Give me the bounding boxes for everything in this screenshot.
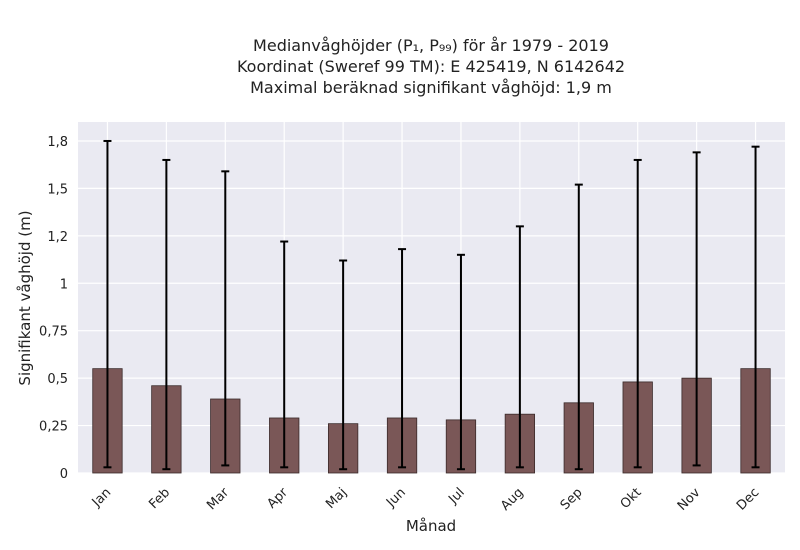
chart-title: Medianvåghöjder (P₁, P₉₉) för år 1979 - … bbox=[237, 36, 625, 97]
x-tick-label: Okt bbox=[618, 485, 645, 512]
title-line: Medianvåghöjder (P₁, P₉₉) för år 1979 - … bbox=[253, 36, 609, 55]
x-tick-label: Jan bbox=[89, 485, 114, 510]
x-tick-label: Apr bbox=[265, 485, 292, 512]
x-tick-label: Sep bbox=[558, 485, 586, 513]
y-tick-label: 1,2 bbox=[47, 230, 68, 245]
x-axis-label: Månad bbox=[406, 517, 456, 535]
y-tick-label: 0,5 bbox=[47, 372, 68, 387]
y-tick-label: 0,75 bbox=[39, 325, 68, 340]
x-tick-label: Maj bbox=[323, 485, 350, 512]
y-tick-label: 0,25 bbox=[39, 420, 68, 435]
y-tick-label: 1,8 bbox=[47, 135, 68, 150]
title-line: Koordinat (Sweref 99 TM): E 425419, N 61… bbox=[237, 57, 625, 76]
x-tick-label: Feb bbox=[146, 485, 173, 512]
error-bars bbox=[103, 139, 760, 471]
x-tick-label: Jul bbox=[445, 485, 467, 507]
y-tick-label: 1 bbox=[60, 277, 68, 292]
x-tick-label: Nov bbox=[675, 485, 704, 514]
x-tick-label: Jun bbox=[383, 485, 409, 511]
y-tick-label: 0 bbox=[60, 467, 68, 482]
y-axis-ticks: 0 0,25 0,5 0,75 1 1,2 1,5 1,8 bbox=[39, 135, 68, 482]
x-axis-ticks: Jan Feb Mar Apr Maj Jun Jul Aug Sep Okt Nov Dec bbox=[89, 485, 763, 514]
x-tick-label: Dec bbox=[734, 485, 762, 513]
y-tick-label: 1,5 bbox=[47, 182, 68, 197]
plot-area bbox=[78, 122, 785, 473]
y-axis-label: Signifikant våghöjd (m) bbox=[16, 210, 34, 385]
x-tick-label: Mar bbox=[204, 485, 232, 513]
title-line: Maximal beräknad signifikant våghöjd: 1,… bbox=[250, 78, 612, 97]
x-tick-label: Aug bbox=[498, 485, 527, 514]
